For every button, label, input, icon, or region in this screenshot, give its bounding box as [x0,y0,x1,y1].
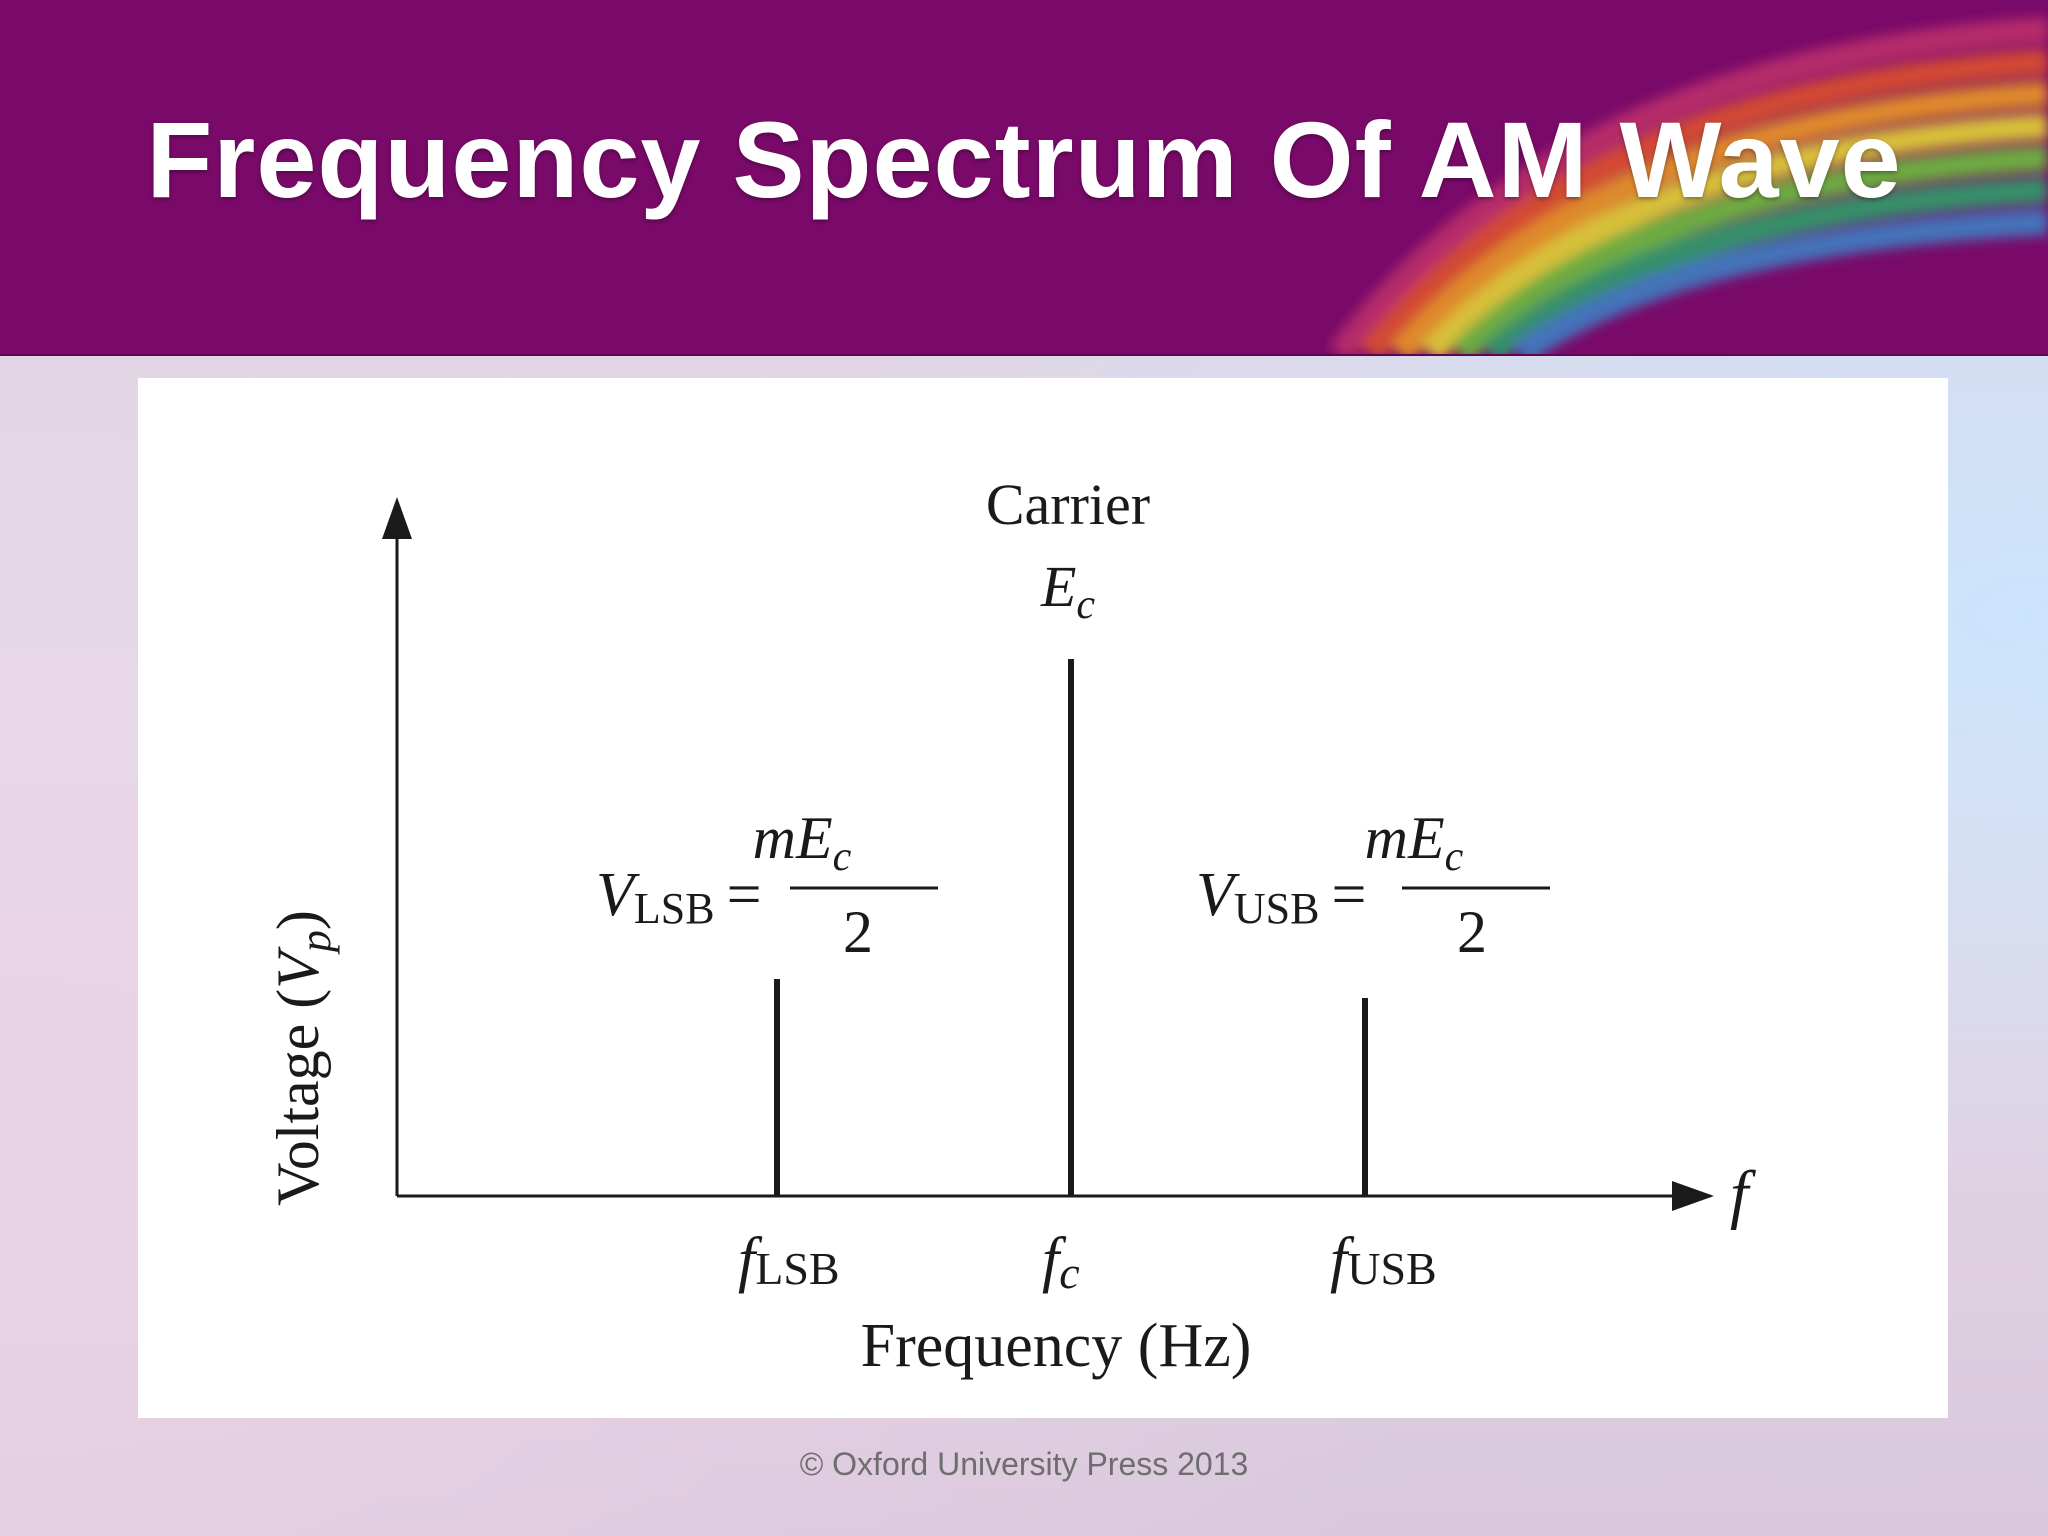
svg-text:mEc: mEc [753,805,852,880]
tick-label-fusb: fUSB [1330,1226,1437,1294]
x-axis-symbol: f [1730,1158,1756,1231]
tick-label-fc: fc [1042,1226,1080,1298]
svg-text:2: 2 [1457,899,1487,965]
usb-equation: VUSB = mEc 2 [1196,805,1550,965]
spectrum-figure: Voltage (Vp) f Carrier Ec VLSB = mEc 2 VU… [138,378,1948,1418]
svg-text:mEc: mEc [1365,805,1464,880]
copyright-notice: © Oxford University Press 2013 [799,1446,1249,1482]
title-banner: Frequency Spectrum Of AM Wave [0,0,2048,356]
x-axis-label: Frequency (Hz) [861,1312,1252,1380]
lsb-equation: VLSB = mEc 2 [596,805,938,965]
carrier-amplitude: Ec [1040,554,1095,628]
carrier-label: Carrier [986,472,1150,537]
rainbow-decoration [1329,17,2048,354]
slide-title: Frequency Spectrum Of AM Wave [146,99,1902,220]
svg-text:2: 2 [843,899,873,965]
y-axis-label: Voltage (Vp) [265,910,340,1206]
svg-text:VUSB=: VUSB = [1196,861,1366,933]
tick-label-flsb: fLSB [738,1226,840,1294]
svg-text:VLSB=: VLSB = [596,861,762,933]
